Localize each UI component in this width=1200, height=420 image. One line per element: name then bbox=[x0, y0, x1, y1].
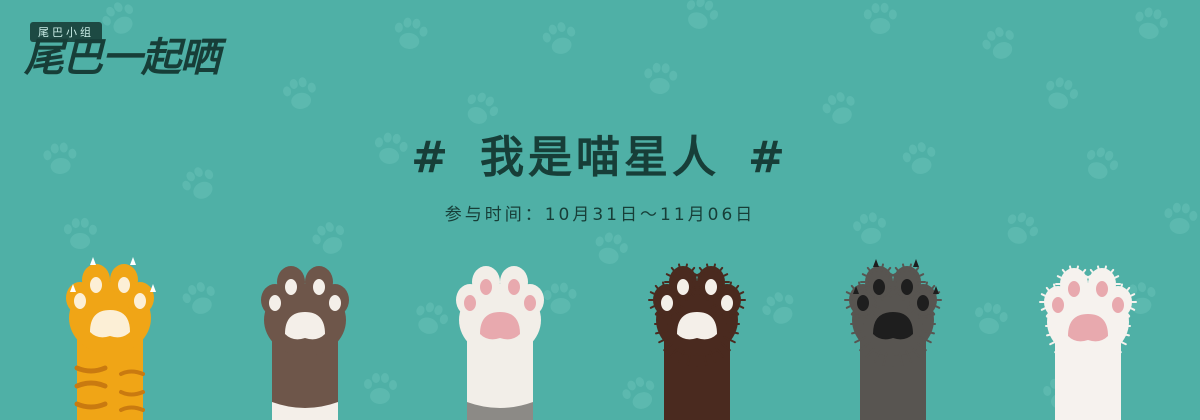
background-paw-print bbox=[822, 92, 855, 124]
background-paw-print bbox=[467, 92, 499, 124]
headline: # 我是喵星人 # bbox=[0, 136, 1200, 180]
background-paw-print bbox=[1046, 77, 1078, 109]
background-paw-print bbox=[364, 373, 397, 404]
background-paw-print bbox=[975, 302, 1008, 334]
background-paw-print bbox=[63, 217, 97, 249]
background-paw-print bbox=[283, 77, 316, 109]
background-paw-print bbox=[182, 167, 214, 199]
orange-tabby-paw bbox=[66, 257, 156, 420]
background-paw-print bbox=[102, 2, 134, 34]
background-paw-print bbox=[542, 22, 576, 54]
background-paw-print bbox=[1086, 147, 1119, 179]
background-paw-print bbox=[543, 282, 577, 314]
background-paw-print bbox=[686, 0, 719, 29]
background-paw-print bbox=[43, 142, 77, 174]
participation-time: 参与时间：10月31日～11月06日 bbox=[444, 205, 756, 225]
background-paw-print bbox=[595, 232, 628, 264]
background-paw-print bbox=[1007, 212, 1039, 244]
headline-hash-left: # bbox=[411, 132, 452, 183]
background-paw-print bbox=[374, 132, 408, 164]
background-paw-print bbox=[416, 302, 449, 334]
background-paw-print bbox=[182, 282, 215, 314]
headline-hash-right: # bbox=[748, 132, 789, 183]
background-paw-print bbox=[312, 222, 345, 254]
background-paw-print bbox=[982, 27, 1014, 59]
logo: 尾巴小组 尾巴一起晒 bbox=[24, 20, 254, 90]
brown-white-paw bbox=[261, 266, 349, 420]
background-paw-print bbox=[644, 62, 678, 94]
dark-brown-paw bbox=[648, 263, 746, 420]
background-paw-print bbox=[863, 2, 897, 34]
white-fluffy-paw bbox=[1039, 265, 1137, 420]
headline-title: 我是喵星人 bbox=[480, 132, 720, 183]
background-paw-print bbox=[394, 17, 428, 49]
background-paw-print bbox=[622, 377, 655, 409]
background-paw-print bbox=[1164, 202, 1198, 234]
logo-title: 尾巴一起晒 bbox=[24, 35, 220, 81]
logo-tag: 尾巴小组 bbox=[30, 22, 102, 42]
background-paw-print bbox=[902, 142, 936, 174]
gray-black-paw bbox=[844, 259, 942, 420]
background-paw-print bbox=[853, 212, 886, 244]
white-pink-paw bbox=[456, 266, 544, 420]
background-paw-print bbox=[762, 292, 794, 324]
background-paw-print bbox=[1135, 7, 1168, 39]
